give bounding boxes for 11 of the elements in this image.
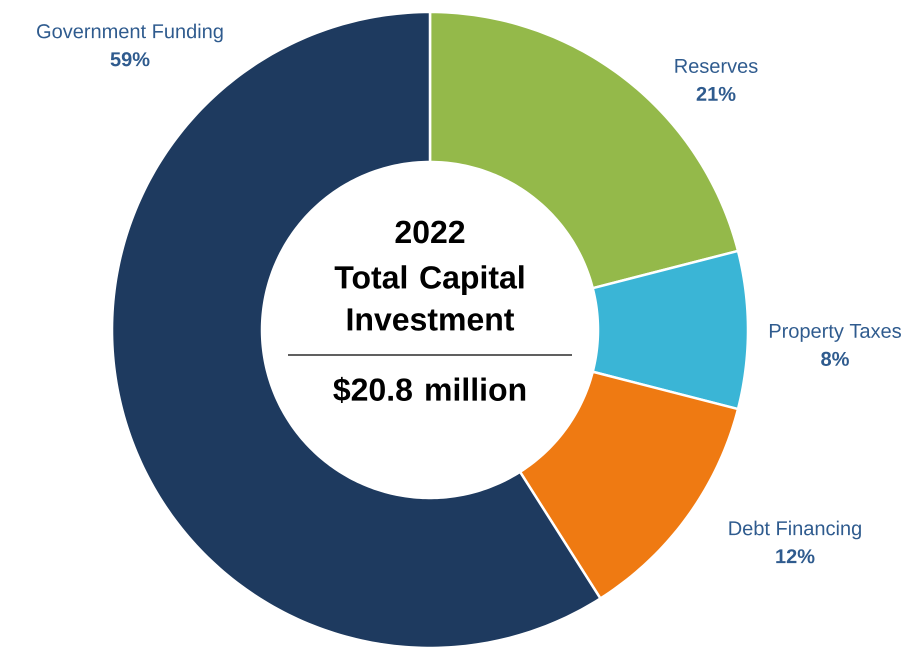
slice-label: Reserves xyxy=(675,58,758,73)
text: 2022 xyxy=(396,220,464,244)
data-label: 8% xyxy=(821,352,849,366)
data-label: 59% xyxy=(110,52,150,66)
data-label: 12% xyxy=(776,549,814,564)
slice-label: Government Funding xyxy=(37,24,223,42)
data-label: 21% xyxy=(696,86,736,101)
slice-label: Debt Financing xyxy=(729,520,861,540)
text: Total Capital Investment xyxy=(334,265,524,331)
slice-label: Property Taxes xyxy=(770,324,901,342)
text: $20.8 million xyxy=(333,376,526,403)
